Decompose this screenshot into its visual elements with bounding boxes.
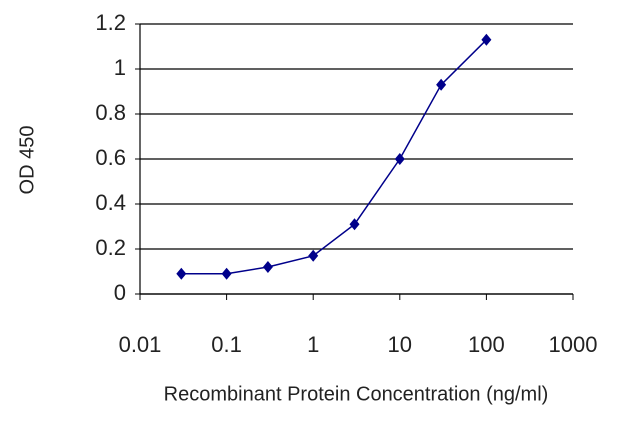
x-tick-label: 0.1 <box>211 332 242 357</box>
data-point <box>308 249 319 262</box>
data-point <box>436 78 447 91</box>
data-point <box>176 267 187 280</box>
data-point <box>221 267 232 280</box>
y-tick-label: 1 <box>114 55 126 80</box>
y-tick-label: 0.8 <box>95 100 126 125</box>
y-tick-label: 1.2 <box>95 10 126 35</box>
y-axis-title: OD 450 <box>16 126 38 195</box>
data-point <box>394 153 405 165</box>
series-line <box>181 39 487 275</box>
data-point <box>349 218 360 231</box>
y-tick-label: 0.6 <box>95 145 126 170</box>
data-point <box>481 33 492 46</box>
x-tick-label: 1 <box>307 332 319 357</box>
x-axis-title: Recombinant Protein Concentration (ng/ml… <box>164 383 549 405</box>
data-point <box>262 261 273 273</box>
x-tick-label: 1000 <box>549 332 598 357</box>
x-tick-label: 10 <box>388 332 412 357</box>
y-tick-label: 0.4 <box>95 190 126 215</box>
x-tick-label: 100 <box>468 332 505 357</box>
x-tick-label: 0.01 <box>119 332 162 357</box>
y-tick-label: 0 <box>114 280 126 305</box>
y-tick-label: 0.2 <box>95 235 126 260</box>
